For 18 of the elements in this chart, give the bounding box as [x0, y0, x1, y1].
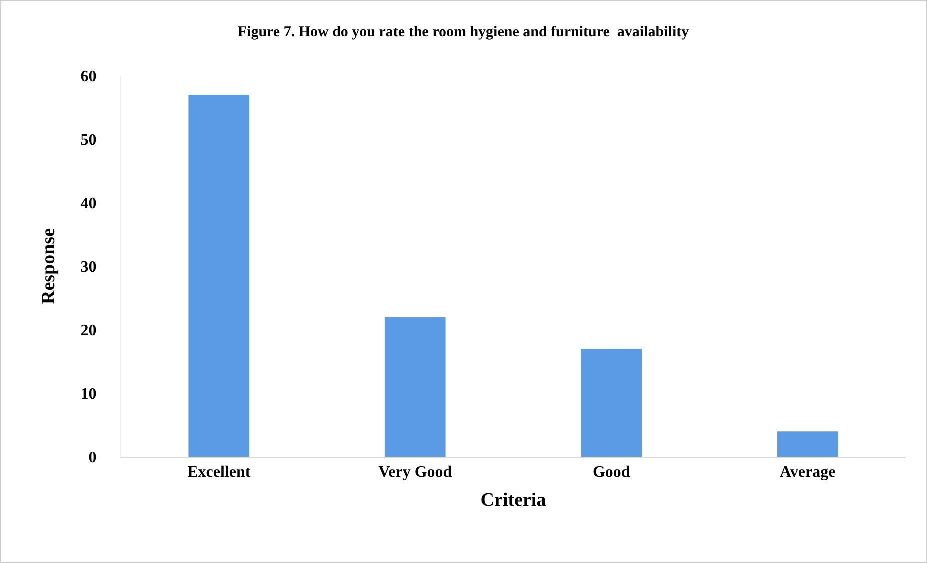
- y-tick-label: 40: [80, 196, 97, 213]
- bar: [581, 349, 642, 457]
- y-tick-label: 50: [80, 132, 97, 150]
- y-tick-label: 30: [80, 259, 97, 276]
- bar: [188, 95, 250, 457]
- y-tick-label: 20: [80, 322, 97, 340]
- y-tick-label: 10: [80, 386, 97, 404]
- bar: [384, 317, 446, 457]
- y-tick-label: 60: [80, 68, 97, 86]
- x-tick-label: Very Good: [378, 464, 452, 482]
- x-axis-title: Criteria: [480, 490, 547, 511]
- x-tick-label: Good: [592, 464, 630, 482]
- chart-title: Figure 7. How do you rate the room hygiene and furniture availability: [238, 24, 690, 41]
- bar: [777, 432, 838, 457]
- x-tick-label: Average: [780, 464, 836, 482]
- y-tick-label: 0: [88, 450, 97, 467]
- y-axis-title: Response: [38, 228, 60, 305]
- x-tick-label: Excellent: [188, 464, 252, 482]
